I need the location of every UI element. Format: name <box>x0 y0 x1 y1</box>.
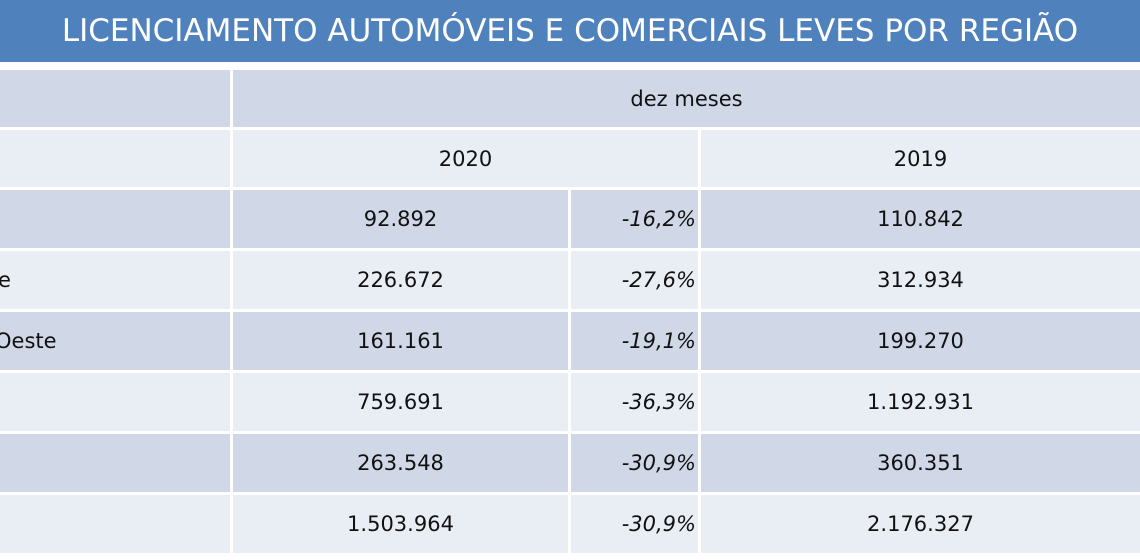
value-2019: 312.934 <box>701 251 1140 309</box>
change: -30,9% <box>571 434 698 492</box>
header-cell <box>0 130 230 187</box>
value-2019: 199.270 <box>701 312 1140 370</box>
row-label <box>0 373 230 431</box>
value-2020: 161.161 <box>233 312 568 370</box>
value-2019: 2.176.327 <box>701 495 1140 553</box>
change: -36,3% <box>571 373 698 431</box>
value-2019: 110.842 <box>701 190 1140 248</box>
title: LICENCIAMENTO AUTOMÓVEIS E COMERCIAIS LE… <box>0 0 1140 62</box>
value-2019: 1.192.931 <box>701 373 1140 431</box>
value-2020: 226.672 <box>233 251 568 309</box>
row-label <box>0 434 230 492</box>
row-label <box>0 495 230 553</box>
value-2019: 360.351 <box>701 434 1140 492</box>
change: -16,2% <box>571 190 698 248</box>
value-2020: 92.892 <box>233 190 568 248</box>
year-header: 2020 <box>233 130 698 187</box>
change: -27,6% <box>571 251 698 309</box>
value-2020: 263.548 <box>233 434 568 492</box>
header-cell <box>0 70 230 127</box>
year-header: 2019 <box>701 130 1140 187</box>
row-label: Oeste <box>0 312 230 370</box>
row-label <box>0 190 230 248</box>
value-2020: 1.503.964 <box>233 495 568 553</box>
row-label: e <box>0 251 230 309</box>
change: -30,9% <box>571 495 698 553</box>
change: -19,1% <box>571 312 698 370</box>
value-2020: 759.691 <box>233 373 568 431</box>
period-header: dez meses <box>233 70 1140 127</box>
